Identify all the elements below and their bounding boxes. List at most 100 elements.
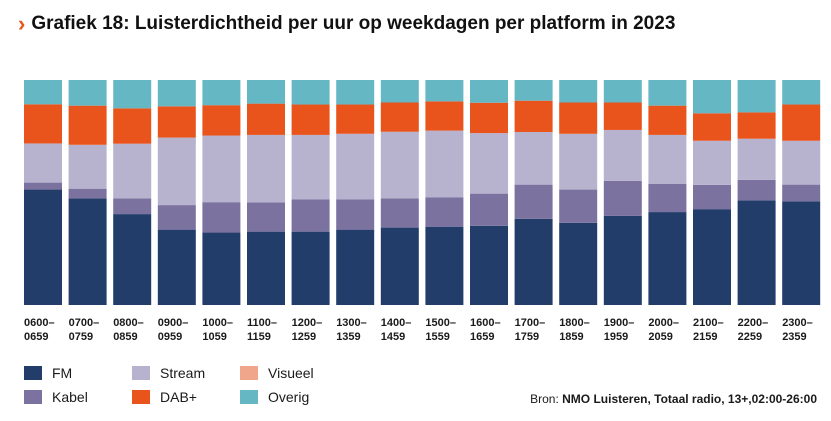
legend-item-overig: Overig (240, 389, 309, 405)
bar-stream-5 (247, 134, 285, 203)
x-tick-label-16-1: 2259 (738, 331, 762, 343)
bar-dab-17 (782, 104, 821, 141)
bar-dab-10 (470, 102, 508, 134)
x-tick-label-16-0: 2200– (738, 317, 769, 329)
bar-fm-1 (68, 198, 107, 305)
bar-dab-2 (113, 108, 152, 144)
bar-overig-0 (24, 80, 62, 105)
bar-kabel-3 (157, 205, 196, 230)
x-tick-label-15-0: 2100– (693, 317, 724, 329)
source-text: NMO Luisteren, Totaal radio, 13+,02:00-2… (562, 392, 817, 406)
bar-dab-9 (425, 101, 464, 131)
x-tick-label-5-0: 1100– (247, 317, 277, 329)
legend-label-overig: Overig (268, 389, 310, 405)
bar-dab-12 (559, 102, 598, 134)
stacked-bar-chart: 0600– 0659 0700– 0759 0800– 0859 0900– 0959 1000… (24, 80, 821, 343)
x-tick-label-14-0: 2000– (648, 317, 679, 329)
x-tick-label-1-1: 0759 (69, 331, 93, 343)
title-row: › Grafiek 18: Luisterdichtheid per uur o… (18, 13, 675, 35)
x-tick-label-6-0: 1200– (292, 317, 323, 329)
bar-fm-13 (603, 215, 642, 305)
x-tick-label-8-0: 1400– (381, 317, 412, 329)
x-tick-label-10-1: 1659 (470, 331, 494, 343)
bar-kabel-4 (202, 202, 241, 233)
bar-overig-10 (470, 80, 508, 103)
bar-stream-14 (648, 134, 687, 184)
legend-label-dab: DAB+ (160, 389, 197, 405)
x-tick-label-13-1: 1959 (604, 331, 628, 343)
bar-stream-4 (202, 135, 241, 203)
x-tick-label-9-0: 1500– (425, 317, 456, 329)
bar-overig-5 (247, 80, 285, 104)
bar-stream-12 (559, 133, 598, 190)
bar-fm-11 (514, 218, 553, 305)
bar-fm-17 (782, 201, 821, 305)
bar-kabel-14 (648, 183, 687, 213)
bar-stream-8 (380, 131, 419, 199)
bar-overig-9 (425, 80, 464, 102)
x-tick-label-9-1: 1559 (425, 331, 449, 343)
legend-label-stream: Stream (160, 365, 206, 381)
bar-overig-3 (157, 80, 196, 107)
legend-label-fm: FM (52, 365, 73, 381)
x-tick-label-8-1: 1459 (381, 331, 405, 343)
bar-kabel-11 (514, 184, 553, 219)
bar-stream-6 (291, 134, 330, 200)
x-tick-label-7-0: 1300– (336, 317, 367, 329)
bar-kabel-15 (693, 184, 731, 210)
x-tick-label-17-1: 2359 (782, 331, 806, 343)
bar-fm-12 (559, 222, 598, 306)
legend-item-stream: Stream (132, 365, 205, 381)
source-note: Bron: NMO Luisteren, Totaal radio, 13+,0… (530, 392, 817, 406)
legend-swatch-visueel (240, 366, 258, 380)
bar-fm-3 (157, 229, 196, 306)
x-tick-label-7-1: 1359 (336, 331, 360, 343)
chevron-right-icon: › (18, 11, 26, 36)
legend-item-visueel: Visueel (240, 365, 314, 381)
x-tick-label-17-0: 2300– (782, 317, 813, 329)
bar-kabel-1 (68, 188, 107, 199)
x-tick-label-4-1: 1059 (202, 331, 226, 343)
bar-fm-16 (737, 200, 776, 306)
x-tick-label-11-0: 1700– (515, 317, 546, 329)
bar-fm-4 (202, 232, 241, 305)
x-tick-label-2-1: 0859 (113, 331, 137, 343)
legend-item-fm: FM (24, 365, 72, 381)
bar-overig-4 (202, 80, 241, 106)
bar-kabel-5 (247, 202, 285, 232)
bar-overig-11 (514, 80, 553, 101)
bar-overig-12 (559, 80, 598, 103)
bar-stream-11 (514, 131, 553, 185)
bar-stream-1 (68, 144, 107, 189)
x-tick-label-2-0: 0800– (113, 317, 144, 329)
bar-overig-2 (113, 80, 152, 109)
source-label: Bron: (530, 392, 559, 406)
legend-swatch-fm (24, 366, 42, 380)
bar-dab-13 (603, 102, 642, 130)
bar-stream-9 (425, 130, 464, 198)
x-tick-label-6-1: 1259 (292, 331, 316, 343)
bar-kabel-10 (470, 193, 508, 226)
bar-fm-15 (693, 209, 731, 305)
legend-swatch-kabel (24, 390, 42, 404)
bar-stream-16 (737, 138, 776, 180)
x-tick-label-12-1: 1859 (559, 331, 583, 343)
bar-dab-11 (514, 100, 553, 132)
bar-dab-8 (380, 102, 419, 132)
bar-fm-8 (380, 227, 419, 305)
bar-stream-15 (693, 140, 731, 185)
bar-kabel-17 (782, 184, 821, 202)
chart-title: Grafiek 18: Luisterdichtheid per uur op … (31, 13, 676, 34)
legend-item-dab: DAB+ (132, 389, 197, 405)
bar-overig-8 (380, 80, 419, 103)
bar-stream-17 (782, 140, 821, 185)
bar-fm-0 (24, 189, 62, 305)
x-tick-label-11-1: 1759 (515, 331, 539, 343)
bar-dab-5 (247, 103, 285, 135)
bar-stream-10 (470, 133, 508, 194)
bar-dab-14 (648, 105, 687, 135)
bar-overig-1 (68, 80, 107, 106)
legend-label-visueel: Visueel (268, 365, 314, 381)
x-tick-label-13-0: 1900– (604, 317, 635, 329)
bar-kabel-8 (380, 198, 419, 228)
